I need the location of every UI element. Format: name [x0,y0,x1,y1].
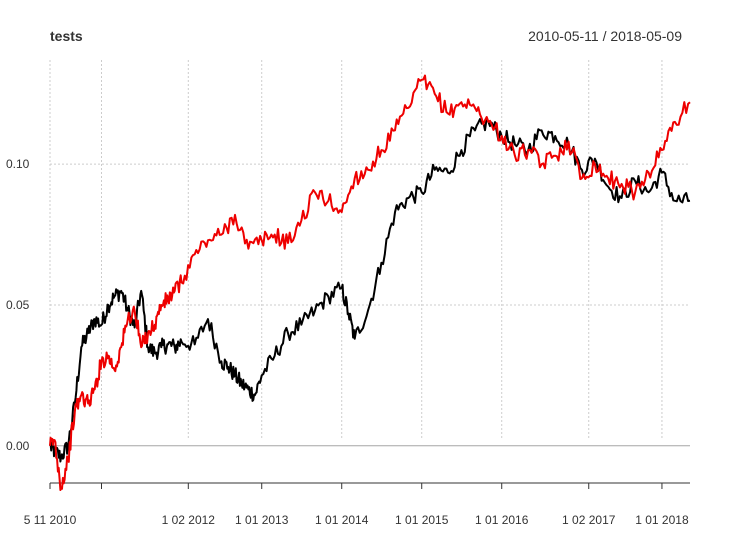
x-tick-label: 1 01 2018 [635,513,689,527]
y-tick-label: 0.00 [6,439,30,453]
series-line-1 [49,117,691,463]
chart-title: tests [50,28,83,44]
x-tick-label: 1 01 2015 [395,513,449,527]
x-tick-label: 1 02 2012 [162,513,216,527]
chart-date-range: 2010-05-11 / 2018-05-09 [528,28,682,44]
series-line-2 [49,74,691,491]
grid-layer [49,60,690,447]
x-tick-label: 1 01 2013 [235,513,289,527]
x-tick-label: 1 01 2014 [315,513,369,527]
x-tick-label: 5 11 2010 [24,513,77,527]
series-layer [49,74,691,491]
x-tick-label: 1 01 2016 [475,513,529,527]
y-tick-label: 0.05 [6,298,30,312]
y-tick-label: 0.10 [6,157,30,171]
x-tick-label: 1 02 2017 [562,513,616,527]
axis-layer: 0.00 0.05 0.10 5 11 2010 1 02 2012 1 01 2013 1… [6,157,690,527]
